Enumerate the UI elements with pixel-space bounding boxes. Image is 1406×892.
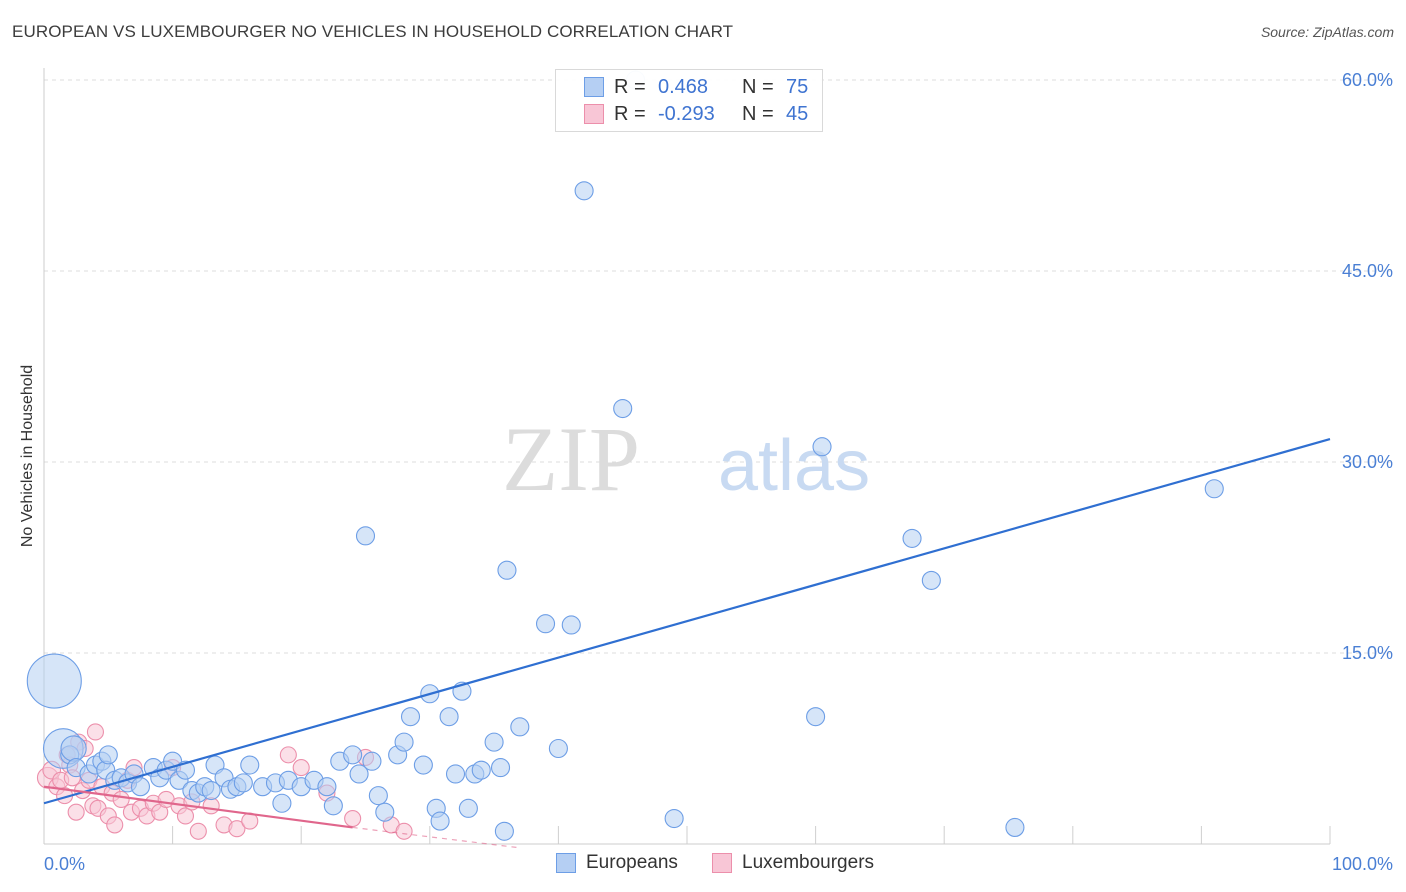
legend-swatch-luxembourgers (712, 853, 732, 873)
europeans-trend-line (43, 438, 1331, 805)
tick-labels: 15.0% 30.0% 45.0% 60.0% 0.0% 100.0% (44, 70, 1393, 874)
europeans-point (806, 707, 826, 727)
y-tick-label: 15.0% (1342, 643, 1393, 663)
europeans-point (233, 773, 253, 793)
europeans-point (510, 717, 530, 737)
europeans-point (561, 615, 581, 635)
europeans-point (613, 398, 633, 419)
legend-swatch-luxembourgers (584, 104, 604, 124)
y-tick-label: 45.0% (1342, 261, 1393, 281)
legend-n-label: N = (742, 102, 774, 125)
europeans-point (323, 796, 343, 816)
luxembourgers-trend-extension (352, 826, 520, 849)
europeans-point (458, 798, 478, 818)
watermark: ZIP atlas (502, 408, 870, 510)
europeans-point (394, 732, 414, 752)
europeans-point (430, 811, 450, 831)
luxembourgers-point (344, 809, 362, 828)
legend-swatch-europeans (556, 853, 576, 873)
legend-n-value: 75 (786, 75, 809, 98)
europeans-point (26, 653, 82, 709)
europeans-point (413, 755, 433, 775)
luxembourgers-point (176, 807, 195, 825)
grid-lines (44, 79, 1392, 844)
europeans-point (60, 735, 87, 762)
europeans-point (272, 793, 292, 813)
europeans-point (355, 526, 376, 546)
legend-item-luxembourgers: Luxembourgers (712, 852, 874, 874)
europeans-point (445, 764, 466, 784)
europeans-point (343, 745, 363, 765)
europeans-point (439, 707, 459, 727)
europeans-point (375, 802, 395, 822)
europeans-point (921, 570, 941, 590)
europeans-point (175, 760, 196, 780)
europeans-point (368, 786, 388, 806)
europeans-point (484, 732, 504, 752)
europeans-point (362, 751, 382, 771)
x-tick-label: 0.0% (44, 854, 85, 874)
europeans-point (574, 181, 594, 201)
source-label: Source: ZipAtlas.com (1260, 24, 1394, 40)
legend-n-value: 45 (786, 102, 809, 125)
chart-title: EUROPEAN VS LUXEMBOURGER NO VEHICLES IN … (12, 22, 734, 41)
europeans-point (812, 437, 832, 457)
luxembourgers-trend-line (43, 785, 353, 829)
axes (43, 68, 1330, 845)
trend-lines (43, 438, 1331, 849)
luxembourgers-point (86, 723, 104, 741)
europeans-points (26, 70, 1224, 841)
luxembourgers-point (279, 746, 297, 764)
y-tick-label: 60.0% (1342, 70, 1393, 90)
legend-row-europeans: R = 0.468 N = 75 (556, 74, 808, 100)
watermark-atlas: atlas (718, 426, 870, 506)
europeans-point (490, 758, 511, 778)
luxembourgers-point (106, 816, 124, 834)
europeans-point (240, 755, 260, 775)
europeans-point (201, 780, 221, 801)
europeans-point (349, 764, 369, 784)
europeans-point (494, 821, 514, 841)
europeans-point (471, 760, 491, 780)
europeans-point (548, 738, 568, 759)
europeans-point (902, 528, 922, 548)
x-tick-label: 100.0% (1332, 854, 1393, 874)
luxembourgers-point (228, 820, 246, 838)
luxembourgers-point (189, 822, 207, 840)
legend-n-label: N = (742, 75, 774, 98)
legend-label-europeans: Europeans (586, 852, 678, 873)
europeans-point (497, 560, 517, 580)
luxembourgers-point (395, 822, 413, 840)
watermark-zip: ZIP (502, 408, 640, 510)
europeans-point (317, 777, 337, 797)
europeans-point (664, 808, 684, 829)
y-tick-label: 30.0% (1342, 452, 1393, 472)
europeans-point (1005, 817, 1025, 837)
europeans-point (130, 777, 150, 797)
legend-row-luxembourgers: R = -0.293 N = 45 (556, 101, 808, 127)
europeans-point (98, 745, 118, 765)
europeans-point (400, 707, 421, 727)
legend-swatch-europeans (584, 77, 604, 97)
luxembourgers-point (202, 797, 220, 815)
legend-r-value: 0.468 (658, 75, 709, 98)
legend-r-label: R = (614, 102, 646, 125)
legend-r-value: -0.293 (658, 102, 715, 125)
legend-item-europeans: Europeans (556, 852, 678, 874)
europeans-point (535, 614, 556, 634)
correlation-legend: R = 0.468 N = 75 R = -0.293 N = 45 (555, 69, 823, 132)
legend-r-label: R = (614, 75, 646, 98)
europeans-point (1204, 479, 1224, 499)
luxembourgers-point (292, 759, 310, 777)
legend-label-luxembourgers: Luxembourgers (742, 852, 875, 873)
luxembourgers-point (67, 803, 85, 821)
